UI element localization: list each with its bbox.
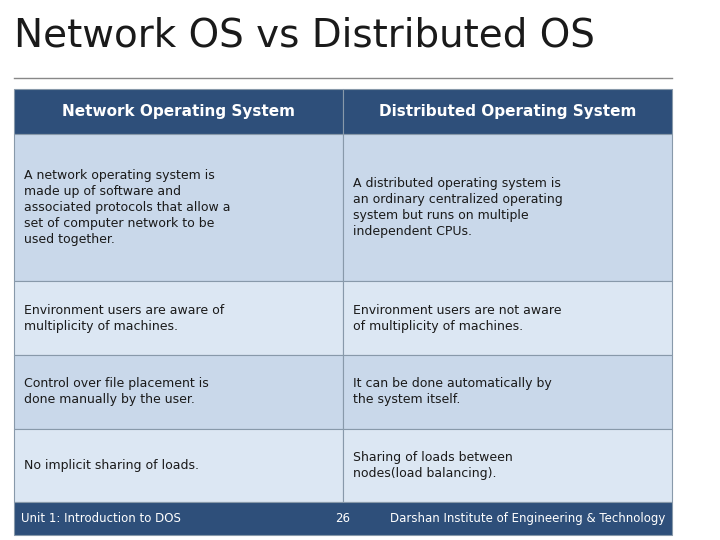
- FancyBboxPatch shape: [343, 134, 672, 281]
- FancyBboxPatch shape: [14, 502, 672, 535]
- Text: Sharing of loads between
nodes(load balancing).: Sharing of loads between nodes(load bala…: [354, 451, 513, 480]
- Text: Environment users are aware of
multiplicity of machines.: Environment users are aware of multiplic…: [24, 303, 224, 333]
- FancyBboxPatch shape: [14, 281, 343, 355]
- Text: Distributed Operating System: Distributed Operating System: [379, 104, 636, 119]
- Text: A distributed operating system is
an ordinary centralized operating
system but r: A distributed operating system is an ord…: [354, 177, 563, 238]
- Text: Environment users are not aware
of multiplicity of machines.: Environment users are not aware of multi…: [354, 303, 562, 333]
- Text: Unit 1: Introduction to DOS: Unit 1: Introduction to DOS: [21, 512, 181, 525]
- FancyBboxPatch shape: [343, 89, 672, 134]
- Text: A network operating system is
made up of software and
associated protocols that : A network operating system is made up of…: [24, 170, 230, 246]
- FancyBboxPatch shape: [343, 355, 672, 429]
- FancyBboxPatch shape: [14, 134, 343, 281]
- Text: No implicit sharing of loads.: No implicit sharing of loads.: [24, 459, 199, 472]
- Text: Darshan Institute of Engineering & Technology: Darshan Institute of Engineering & Techn…: [390, 512, 665, 525]
- Text: Network OS vs Distributed OS: Network OS vs Distributed OS: [14, 16, 595, 54]
- FancyBboxPatch shape: [343, 429, 672, 502]
- Text: Network Operating System: Network Operating System: [62, 104, 295, 119]
- FancyBboxPatch shape: [14, 429, 343, 502]
- FancyBboxPatch shape: [343, 281, 672, 355]
- Text: 26: 26: [336, 512, 351, 525]
- Text: Control over file placement is
done manually by the user.: Control over file placement is done manu…: [24, 377, 209, 406]
- Text: It can be done automatically by
the system itself.: It can be done automatically by the syst…: [354, 377, 552, 406]
- FancyBboxPatch shape: [14, 355, 343, 429]
- FancyBboxPatch shape: [14, 89, 343, 134]
